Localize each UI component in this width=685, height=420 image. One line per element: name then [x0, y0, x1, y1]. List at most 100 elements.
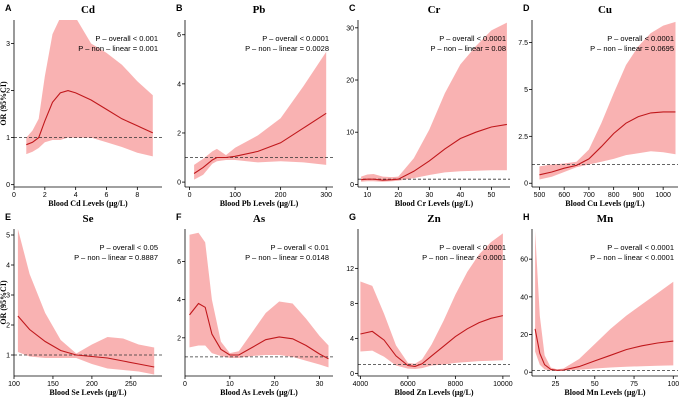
y-tick-label: 2 — [6, 88, 10, 95]
y-tick-label: 20 — [520, 332, 528, 339]
p-value-annotation: P – non – linear = 0.0028 — [245, 44, 329, 53]
x-axis-label: Blood Pb Levels (μg/L) — [220, 199, 299, 208]
y-tick-label: 2 — [6, 323, 10, 330]
y-tick-label: 5 — [524, 87, 528, 94]
y-tick-label: 60 — [520, 257, 528, 264]
x-tick-label: 700 — [583, 192, 595, 199]
x-tick-label: 8 — [135, 192, 139, 199]
x-tick-label: 10 — [363, 192, 371, 199]
panel-title: Pb — [253, 4, 266, 16]
y-tick-label: 10 — [346, 130, 354, 137]
x-tick-label: 20 — [394, 192, 402, 199]
x-tick-label: 800 — [608, 192, 620, 199]
p-value-annotation: P – overall < 0.0001 — [439, 34, 506, 43]
panel-letter: B — [176, 3, 183, 13]
x-tick-label: 150 — [47, 381, 59, 388]
panel-d: D Cu 500 600 700 800 900 1000 0 2.5 5 7.5 Blood Cu L… — [518, 3, 678, 208]
x-tick-label: 100 — [229, 192, 241, 199]
panel-letter: F — [176, 212, 182, 222]
y-tick-label: 0 — [6, 182, 10, 189]
p-value-annotation: P – overall < 0.0001 — [439, 243, 506, 252]
y-tick-label: 2 — [177, 130, 181, 137]
x-tick-label: 20 — [271, 381, 279, 388]
x-axis-label: Blood Zn Levels (μg/L) — [395, 388, 474, 397]
x-tick-label: 0 — [188, 192, 192, 199]
or-curve — [534, 328, 674, 371]
x-tick-label: 10 — [226, 381, 234, 388]
y-tick-label: 8 — [350, 301, 354, 308]
y-tick-label: 4 — [177, 297, 181, 304]
x-axis-label: Blood Cr Levels (μg/L) — [395, 199, 474, 208]
panel-title: Se — [83, 213, 94, 225]
p-value-annotation: P – non – linear = 0.001 — [78, 44, 158, 53]
x-tick-label: 2 — [43, 192, 47, 199]
x-tick-label: 100 — [667, 381, 679, 388]
x-axis-label: Blood Se Levels (μg/L) — [49, 388, 127, 397]
x-tick-label: 50 — [591, 381, 599, 388]
p-value-annotation: P – non – linear = 0.0148 — [245, 253, 329, 262]
panel-title: As — [253, 213, 266, 225]
y-tick-label: 0 — [177, 180, 181, 187]
x-tick-label: 8000 — [448, 381, 464, 388]
x-tick-label: 0 — [12, 192, 16, 199]
x-tick-label: 200 — [86, 381, 98, 388]
x-tick-label: 600 — [558, 192, 570, 199]
x-tick-label: 6 — [105, 192, 109, 199]
panel-letter: H — [523, 212, 530, 222]
p-value-annotation: P – non – linear < 0.0001 — [422, 253, 506, 262]
y-tick-label: 6 — [177, 259, 181, 266]
ci-band — [535, 230, 674, 371]
x-tick-label: 30 — [425, 192, 433, 199]
or-curve — [539, 111, 676, 176]
y-tick-label: 2.5 — [518, 134, 528, 141]
x-tick-label: 10000 — [493, 381, 513, 388]
y-tick-label: 3 — [6, 41, 10, 48]
y-tick-label: 0 — [350, 371, 354, 378]
x-tick-label: 30 — [316, 381, 324, 388]
ci-band — [360, 233, 503, 369]
x-tick-label: 0 — [183, 381, 187, 388]
or-curve — [26, 90, 154, 146]
p-value-annotation: P – overall < 0.001 — [95, 34, 158, 43]
x-tick-label: 25 — [552, 381, 560, 388]
y-tick-label: 3 — [6, 293, 10, 300]
p-value-annotation: P – overall < 0.0001 — [262, 34, 329, 43]
y-tick-label: 40 — [520, 294, 528, 301]
panel-letter: C — [349, 3, 356, 13]
x-tick-label: 75 — [630, 381, 638, 388]
ci-band — [194, 51, 327, 180]
p-value-annotation: P – non – linear = 0.8887 — [74, 253, 158, 262]
y-tick-label: 20 — [346, 78, 354, 85]
x-tick-label: 40 — [456, 192, 464, 199]
y-tick-label: 0 — [524, 181, 528, 188]
x-tick-label: 4 — [74, 192, 78, 199]
x-tick-label: 50 — [487, 192, 495, 199]
panel-letter: D — [523, 3, 530, 13]
x-axis-label: Blood Cu Levels (μg/L) — [565, 199, 645, 208]
x-tick-label: 6000 — [400, 381, 416, 388]
or-curve — [360, 315, 504, 367]
x-tick-label: 300 — [320, 192, 332, 199]
p-value-annotation: P – overall < 0.05 — [100, 243, 158, 252]
y-tick-label: 4 — [6, 263, 10, 270]
y-tick-label: 4 — [177, 81, 181, 88]
y-tick-label: 5 — [6, 233, 10, 240]
or-curve — [193, 112, 327, 174]
panel-b: B Pb 0 100 200 300 0 2 4 6 Blood Pb Levels (μg/L) P… — [176, 3, 333, 208]
y-tick-label: 1 — [6, 135, 10, 142]
x-tick-label: 500 — [534, 192, 546, 199]
panel-h: H Mn 25 50 75 100 0 20 40 60 Blood Mn Levels (μg/L… — [520, 212, 679, 397]
panel-title: Mn — [597, 213, 614, 225]
y-tick-label: 0 — [350, 182, 354, 189]
x-axis-label: Blood Mn Levels (μg/L) — [564, 388, 646, 397]
x-tick-label: 100 — [8, 381, 20, 388]
y-tick-label: 12 — [346, 266, 354, 273]
panel-a: A Cd 0 2 4 6 8 0 1 2 3 Blood Cd Levels (μg/L) OR (95… — [0, 3, 162, 208]
p-value-annotation: P – overall < 0.0001 — [607, 34, 674, 43]
y-tick-label: 1 — [6, 353, 10, 360]
y-tick-label: 7.5 — [518, 40, 528, 47]
p-value-annotation: P – non – linear < 0.0001 — [590, 253, 674, 262]
panel-title: Cd — [81, 4, 95, 16]
